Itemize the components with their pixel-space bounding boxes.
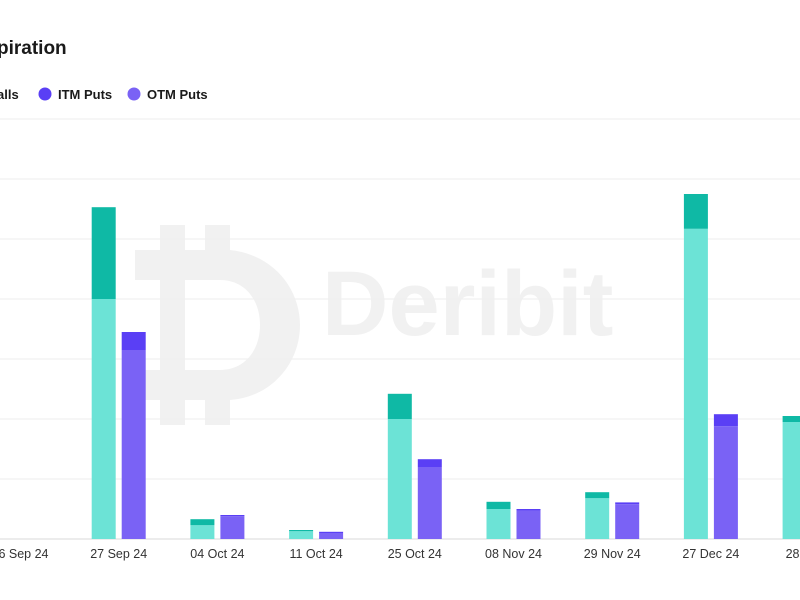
bar-itm-puts[interactable]: [615, 502, 640, 505]
bar-itm-calls[interactable]: [387, 393, 412, 419]
bar-otm-calls[interactable]: [486, 509, 511, 539]
legend-swatch-itm-puts: [38, 87, 52, 101]
x-axis: 26 Sep 24 27 Sep 24 04 Oct 24 11 Oct 24 25 O…: [0, 547, 800, 561]
deribit-watermark: Deribit: [135, 225, 613, 425]
bar-otm-calls[interactable]: [585, 498, 610, 539]
bar-otm-puts[interactable]: [516, 510, 541, 539]
legend-label-otm-puts[interactable]: OTM Puts: [147, 87, 208, 102]
bar-otm-calls[interactable]: [782, 422, 800, 539]
bar-otm-calls[interactable]: [190, 525, 215, 539]
legend-swatch-otm-puts: [127, 87, 141, 101]
watermark-text: Deribit: [322, 253, 613, 355]
bar-otm-calls[interactable]: [683, 228, 708, 540]
bar-itm-puts[interactable]: [713, 414, 738, 427]
bar-otm-puts[interactable]: [713, 426, 738, 539]
bar-itm-calls[interactable]: [190, 519, 215, 526]
bar-itm-puts[interactable]: [516, 509, 541, 511]
bars: [91, 194, 800, 540]
bar-itm-puts[interactable]: [319, 531, 344, 533]
bar-otm-puts[interactable]: [121, 350, 146, 539]
bar-itm-calls[interactable]: [289, 530, 314, 532]
x-tick-label: 04 Oct 24: [190, 547, 244, 561]
x-tick-label: 25 Oct 24: [388, 547, 442, 561]
bar-itm-calls[interactable]: [486, 501, 511, 509]
bar-otm-calls[interactable]: [387, 419, 412, 539]
bar-itm-calls[interactable]: [91, 207, 116, 299]
deribit-logo-icon: [135, 225, 300, 425]
x-tick-label: 28: [786, 547, 800, 561]
x-tick-label: 27 Dec 24: [682, 547, 739, 561]
x-tick-label: 27 Sep 24: [90, 547, 147, 561]
chart-title: piration: [0, 38, 67, 59]
bar-itm-calls[interactable]: [683, 194, 708, 229]
bar-itm-calls[interactable]: [782, 416, 800, 422]
x-tick-label: 11 Oct 24: [289, 547, 342, 561]
bar-otm-puts[interactable]: [220, 516, 245, 539]
bar-otm-calls[interactable]: [289, 531, 314, 539]
x-tick-label: 29 Nov 24: [584, 547, 641, 561]
bar-itm-calls[interactable]: [585, 492, 610, 499]
x-tick-label: 26 Sep 24: [0, 547, 49, 561]
bar-otm-puts[interactable]: [417, 467, 442, 539]
x-tick-label: 08 Nov 24: [485, 547, 542, 561]
bar-otm-calls[interactable]: [91, 299, 116, 539]
legend-label-calls[interactable]: alls: [0, 87, 19, 102]
legend-label-itm-puts[interactable]: ITM Puts: [58, 87, 112, 102]
legend: alls ITM Puts OTM Puts: [0, 87, 208, 102]
bar-itm-puts[interactable]: [417, 459, 442, 467]
bar-itm-puts[interactable]: [121, 332, 146, 350]
bar-itm-puts[interactable]: [220, 515, 245, 517]
bar-otm-puts[interactable]: [615, 504, 640, 539]
bar-otm-puts[interactable]: [319, 533, 344, 539]
